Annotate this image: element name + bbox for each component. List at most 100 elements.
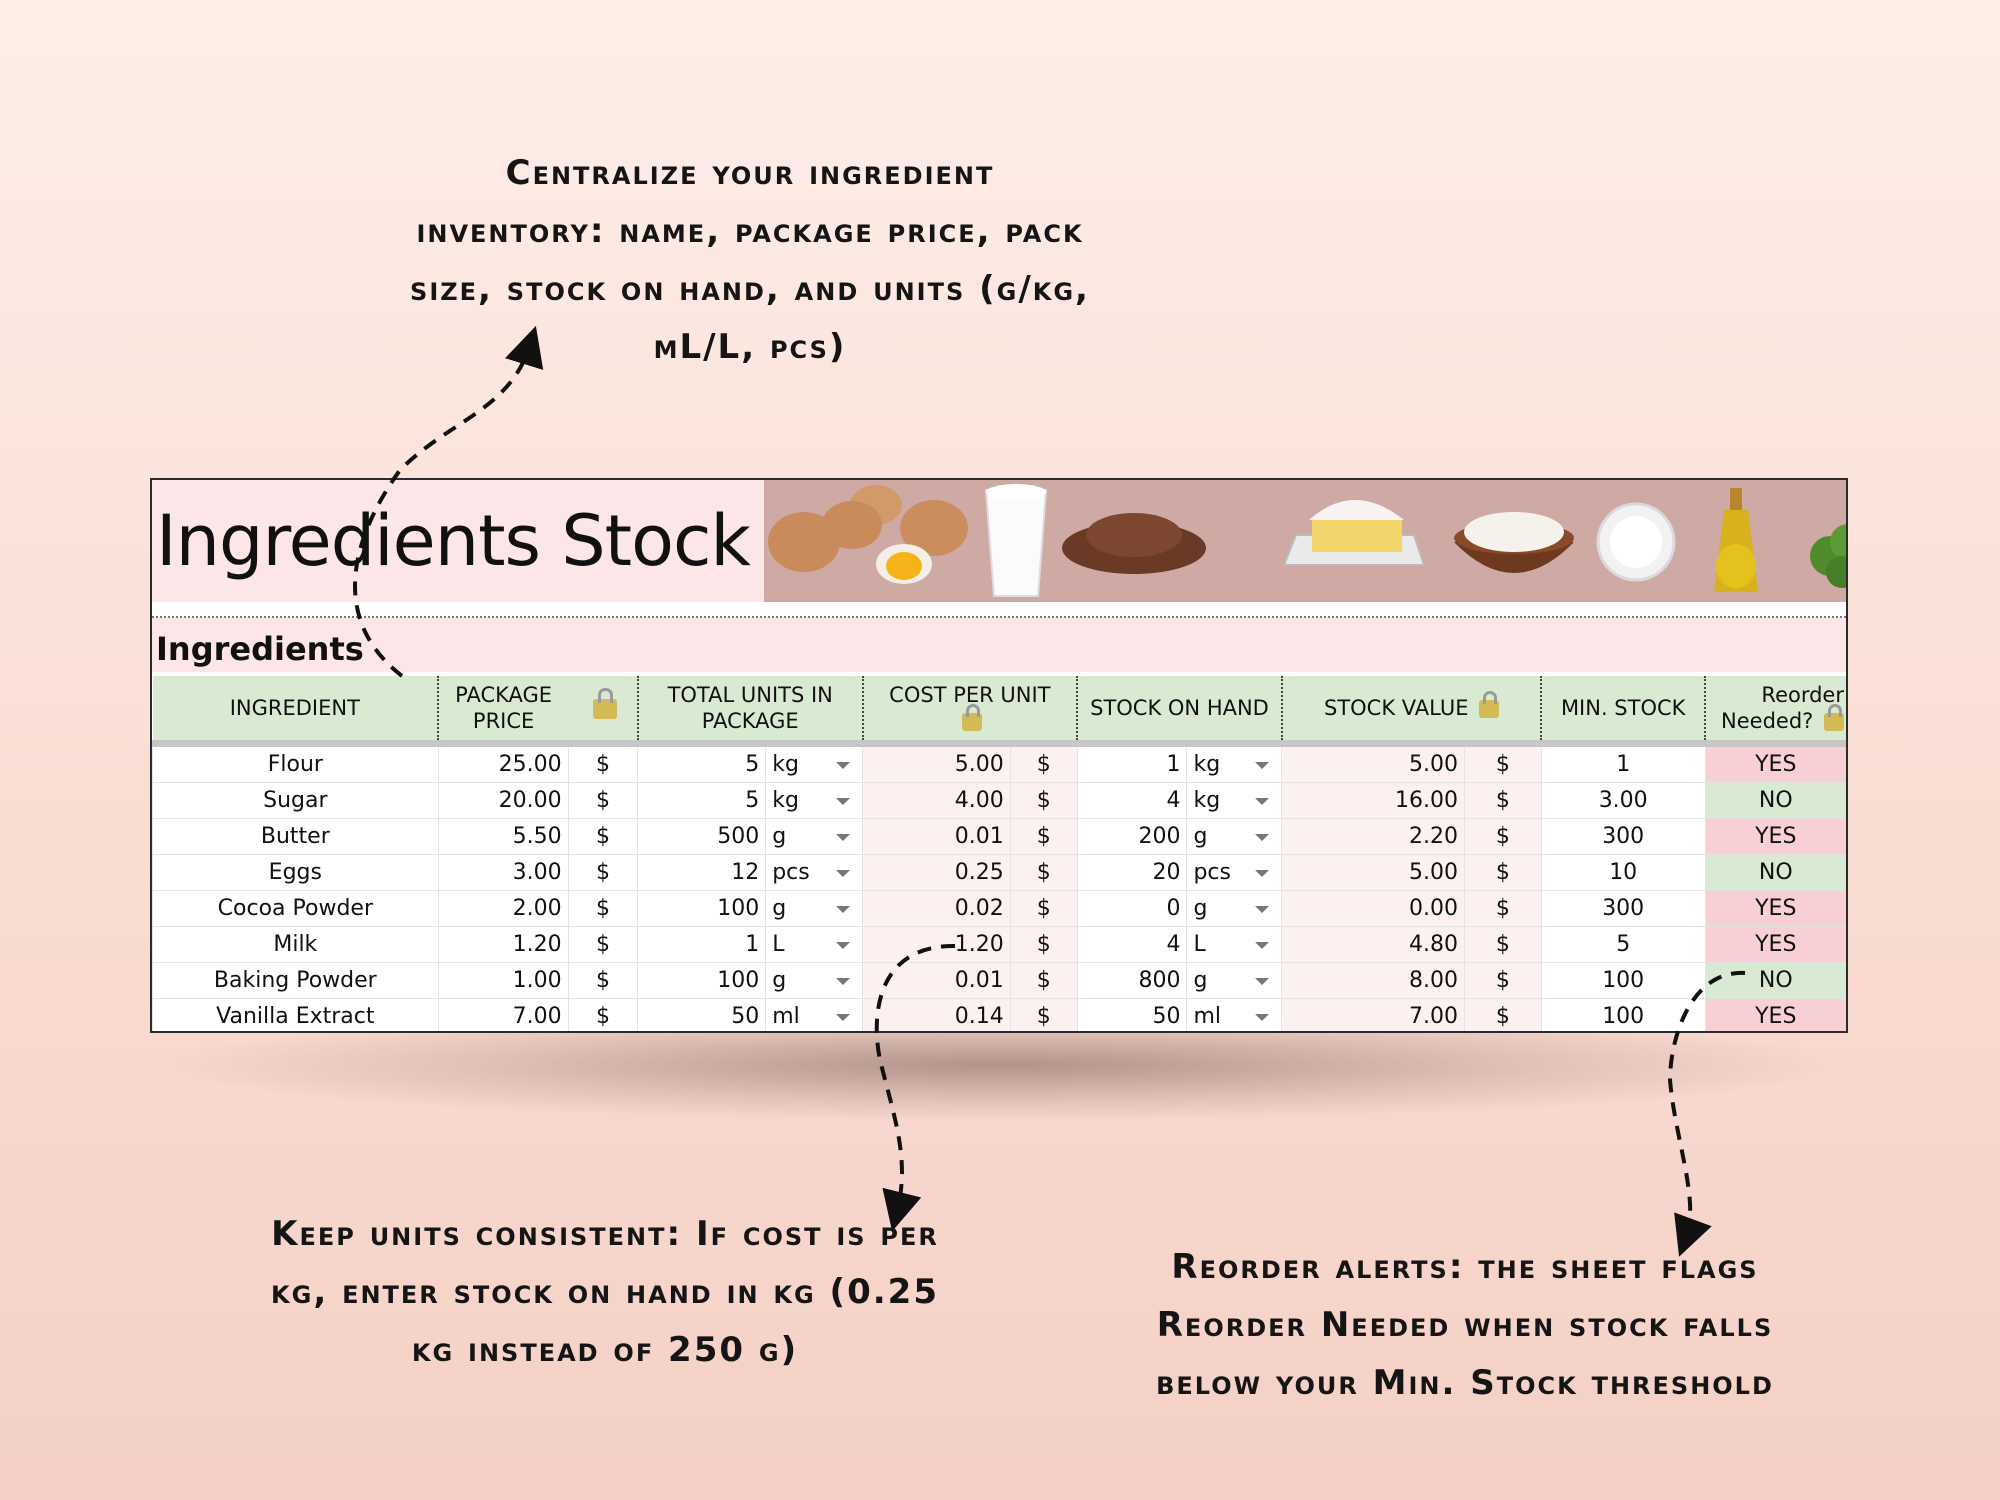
stock-on-hand-cell[interactable]: 1 [1076, 743, 1187, 783]
stock-on-hand-cell[interactable]: 4 [1076, 782, 1187, 819]
banner-illustration [768, 484, 1846, 597]
currency-cell: $ [1463, 926, 1542, 963]
unit-dropdown[interactable]: ml [765, 998, 863, 1031]
ingredient-cell[interactable]: Flour [152, 743, 439, 783]
callout-reorder: Reorder alerts: the sheet flags Reorder … [1110, 1238, 1820, 1412]
stock-unit-dropdown[interactable]: L [1186, 926, 1282, 963]
total-units-cell[interactable]: 500 [637, 818, 766, 855]
col-header-package-price[interactable]: PACKAGE PRICE [437, 676, 569, 747]
ingredient-cell[interactable]: Milk [152, 926, 439, 963]
col-header-total-units[interactable]: TOTAL UNITS IN PACKAGE [636, 676, 863, 747]
stock-unit-dropdown[interactable]: pcs [1186, 854, 1282, 891]
stock-unit-dropdown[interactable]: g [1186, 962, 1282, 999]
reorder-flag: NO [1704, 854, 1846, 891]
section-row: Ingredients [152, 618, 1846, 672]
unit-dropdown[interactable]: g [765, 962, 863, 999]
currency-cell: $ [567, 743, 638, 783]
total-units-cell[interactable]: 1 [637, 926, 766, 963]
stock-unit-dropdown[interactable]: kg [1186, 743, 1282, 783]
stock-on-hand-cell[interactable]: 800 [1076, 962, 1187, 999]
stock-unit-dropdown[interactable]: ml [1186, 998, 1282, 1031]
ingredient-cell[interactable]: Butter [152, 818, 439, 855]
col-header-reorder[interactable]: Reorder Needed? [1704, 676, 1846, 747]
min-stock-cell[interactable]: 100 [1540, 962, 1706, 999]
flour-image [1454, 512, 1574, 573]
unit-dropdown[interactable]: kg [765, 782, 863, 819]
package-price-cell[interactable]: 5.50 [437, 818, 569, 855]
stock-on-hand-cell[interactable]: 20 [1076, 854, 1187, 891]
package-price-cell[interactable]: 25.00 [437, 743, 569, 783]
ingredient-cell[interactable]: Cocoa Powder [152, 890, 439, 927]
min-stock-cell[interactable]: 300 [1540, 818, 1706, 855]
currency-cell: $ [1463, 998, 1542, 1031]
unit-dropdown[interactable]: g [765, 818, 863, 855]
min-stock-cell[interactable]: 1 [1540, 743, 1706, 783]
eggs-image [768, 485, 968, 584]
unit-dropdown[interactable]: pcs [765, 854, 863, 891]
min-stock-cell[interactable]: 300 [1540, 890, 1706, 927]
total-units-cell[interactable]: 100 [637, 962, 766, 999]
currency-cell: $ [1463, 818, 1542, 855]
callout-line: below your Min. Stock threshold [1156, 1363, 1774, 1403]
col-header-package-price-lock [568, 676, 638, 747]
package-price-cell[interactable]: 3.00 [437, 854, 569, 891]
callout-line: Keep units consistent: If cost is per [271, 1214, 939, 1254]
cost-per-unit-cell: 4.00 [862, 782, 1011, 819]
lock-icon [592, 688, 617, 719]
ingredient-cell[interactable]: Sugar [152, 782, 439, 819]
col-header-ingredient[interactable]: INGREDIENT [152, 676, 439, 747]
total-units-cell[interactable]: 12 [637, 854, 766, 891]
col-header-stock-value[interactable]: STOCK VALUE [1280, 676, 1542, 747]
col-header-min-stock[interactable]: MIN. STOCK [1540, 676, 1706, 747]
unit-dropdown[interactable]: g [765, 890, 863, 927]
reorder-flag: YES [1704, 890, 1846, 927]
cost-per-unit-cell: 0.01 [862, 962, 1011, 999]
currency-cell: $ [567, 782, 638, 819]
cost-per-unit-cell: 0.02 [862, 890, 1011, 927]
stock-on-hand-cell[interactable]: 50 [1076, 998, 1187, 1031]
currency-cell: $ [1009, 854, 1078, 891]
stock-value-cell: 4.80 [1281, 926, 1465, 963]
ingredient-cell[interactable]: Baking Powder [152, 962, 439, 999]
col-header-stock-on-hand[interactable]: STOCK ON HAND [1076, 676, 1282, 747]
package-price-cell[interactable]: 7.00 [437, 998, 569, 1031]
currency-cell: $ [567, 890, 638, 927]
cost-per-unit-cell: 0.14 [862, 998, 1011, 1031]
stock-on-hand-cell[interactable]: 4 [1076, 926, 1187, 963]
currency-cell: $ [1009, 818, 1078, 855]
min-stock-cell[interactable]: 3.00 [1540, 782, 1706, 819]
min-stock-cell[interactable]: 100 [1540, 998, 1706, 1031]
total-units-cell[interactable]: 50 [637, 998, 766, 1031]
package-price-cell[interactable]: 1.20 [437, 926, 569, 963]
section-title: Ingredients [156, 630, 364, 668]
currency-cell: $ [567, 926, 638, 963]
total-units-cell[interactable]: 100 [637, 890, 766, 927]
stock-on-hand-cell[interactable]: 0 [1076, 890, 1187, 927]
package-price-cell[interactable]: 20.00 [437, 782, 569, 819]
milk-image [984, 484, 1048, 597]
unit-dropdown[interactable]: kg [765, 743, 863, 783]
ingredients-table: INGREDIENT PACKAGE PRICE TOTAL UNITS IN … [152, 676, 1846, 1031]
stock-on-hand-cell[interactable]: 200 [1076, 818, 1187, 855]
callout-line: Reorder Needed when stock falls [1156, 1305, 1774, 1345]
reorder-flag: NO [1704, 962, 1846, 999]
reorder-flag: NO [1704, 782, 1846, 819]
stock-unit-dropdown[interactable]: g [1186, 890, 1282, 927]
stock-unit-dropdown[interactable]: kg [1186, 782, 1282, 819]
col-header-cost-per-unit[interactable]: COST PER UNIT [861, 676, 1078, 747]
stock-value-cell: 2.20 [1281, 818, 1465, 855]
stock-value-cell: 5.00 [1281, 743, 1465, 783]
currency-cell: $ [567, 998, 638, 1031]
min-stock-cell[interactable]: 10 [1540, 854, 1706, 891]
stock-unit-dropdown[interactable]: g [1186, 818, 1282, 855]
min-stock-cell[interactable]: 5 [1540, 926, 1706, 963]
reorder-flag: YES [1704, 743, 1846, 783]
ingredient-cell[interactable]: Eggs [152, 854, 439, 891]
package-price-cell[interactable]: 2.00 [437, 890, 569, 927]
package-price-cell[interactable]: 1.00 [437, 962, 569, 999]
currency-cell: $ [567, 854, 638, 891]
total-units-cell[interactable]: 5 [637, 743, 766, 783]
ingredient-cell[interactable]: Vanilla Extract [152, 998, 439, 1031]
unit-dropdown[interactable]: L [765, 926, 863, 963]
total-units-cell[interactable]: 5 [637, 782, 766, 819]
